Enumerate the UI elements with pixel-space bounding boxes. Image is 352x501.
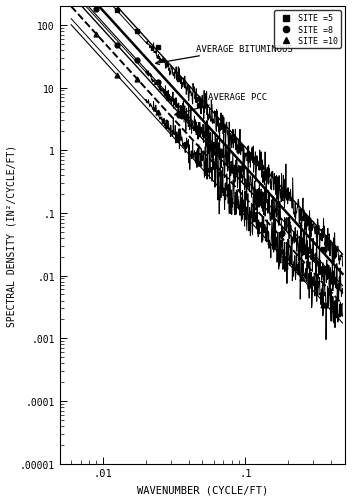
Text: AVERAGE PCC: AVERAGE PCC <box>175 93 268 116</box>
Legend: SITE =5, SITE =8, SITE =10: SITE =5, SITE =8, SITE =10 <box>274 11 341 49</box>
X-axis label: WAVENUMBER (CYCLE/FT): WAVENUMBER (CYCLE/FT) <box>137 484 268 494</box>
Y-axis label: SPECTRAL DENSITY (IN²/CYCLE/FT): SPECTRAL DENSITY (IN²/CYCLE/FT) <box>7 144 17 326</box>
Text: AVERAGE BITUMINOUS: AVERAGE BITUMINOUS <box>156 45 293 65</box>
